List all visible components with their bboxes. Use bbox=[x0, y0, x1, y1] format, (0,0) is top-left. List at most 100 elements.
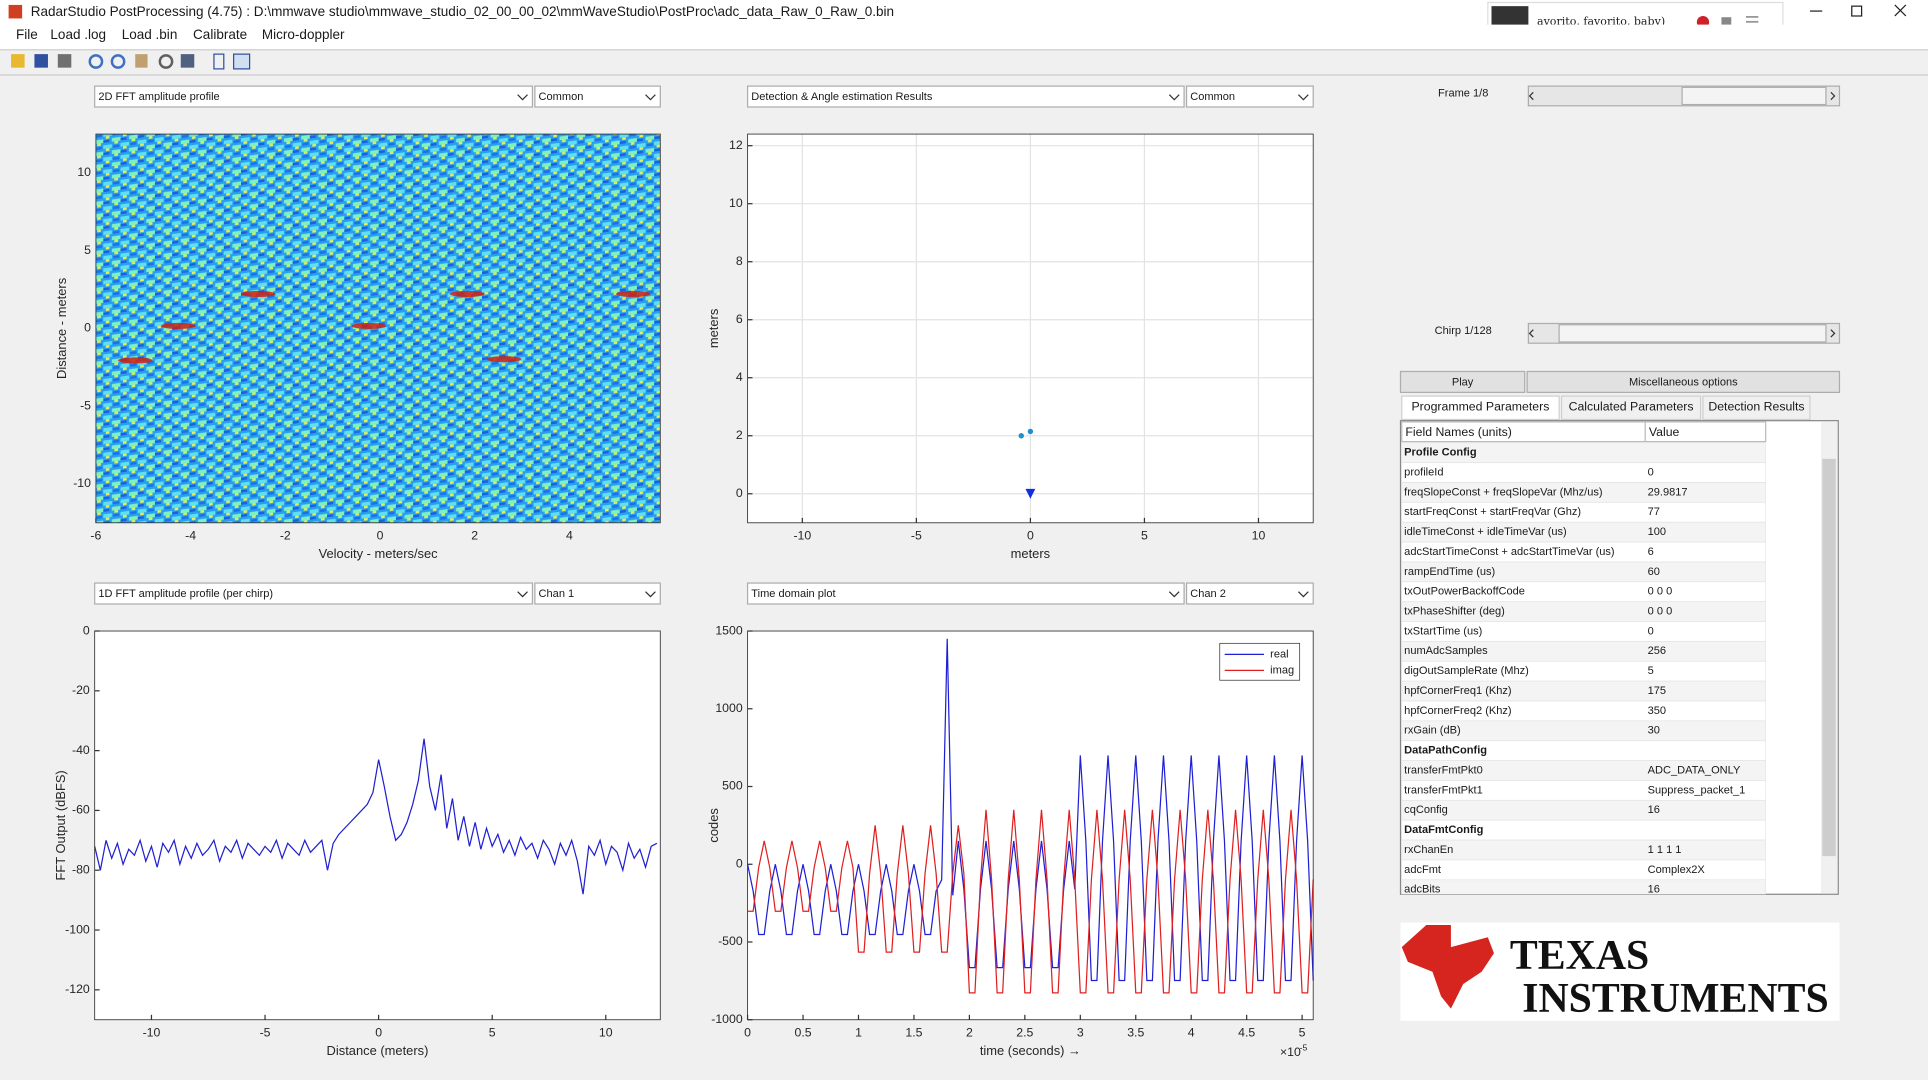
heatmap-hotspot bbox=[351, 322, 387, 330]
table-row bbox=[1401, 800, 1767, 821]
y-axis-label: meters bbox=[706, 309, 721, 348]
y-tick-label: -10 bbox=[73, 476, 91, 490]
field-name: rampEndTime (us) bbox=[1404, 566, 1495, 578]
x-tick-label: -10 bbox=[143, 1026, 161, 1040]
x-tick-label: -10 bbox=[793, 529, 811, 543]
y-tick-label: -100 bbox=[65, 922, 90, 936]
dropdown-arrow bbox=[1168, 94, 1180, 101]
menu[interactable]: File Load .log Load .bin Calibrate Micro-dop… bbox=[16, 27, 345, 42]
x-tick-label: 3 bbox=[1077, 1026, 1084, 1040]
field-name: digOutSampleRate (Mhz) bbox=[1404, 665, 1529, 677]
table-row bbox=[1401, 839, 1767, 861]
field-name: adcBits bbox=[1404, 884, 1441, 896]
y-tick-label: -60 bbox=[72, 803, 90, 817]
legend-label: real bbox=[1270, 648, 1288, 660]
data-line bbox=[94, 738, 658, 895]
tab[interactable] bbox=[1401, 395, 1560, 421]
misc-button[interactable] bbox=[1526, 370, 1841, 394]
parameter-table: Field Names (units) Value Profile Config pr… bbox=[1401, 421, 1767, 920]
dropdown-arrow bbox=[645, 94, 656, 101]
dropdown-value: Detection & Angle estimation Results bbox=[751, 91, 933, 103]
slider-arrow bbox=[1528, 329, 1534, 338]
plot-area bbox=[747, 631, 1314, 1020]
menu-item[interactable]: Micro-doppler bbox=[262, 27, 345, 42]
y-tick-label: -40 bbox=[72, 743, 90, 757]
y-axis-label: Distance - meters bbox=[54, 278, 69, 379]
field-value: 77 bbox=[1648, 506, 1660, 518]
table-row bbox=[1402, 900, 1766, 920]
x-tick-label: -4 bbox=[185, 529, 196, 543]
menu-item[interactable]: File bbox=[16, 27, 38, 42]
section-header: DataFmtConfig bbox=[1404, 824, 1483, 836]
field-value: 16 bbox=[1648, 804, 1660, 816]
menu-item[interactable]: Load .bin bbox=[122, 27, 178, 42]
table-header bbox=[1401, 421, 1767, 443]
dropdown-arrow bbox=[517, 591, 528, 598]
dropdown-value: Chan 2 bbox=[1190, 588, 1226, 600]
slider-thumb[interactable] bbox=[1558, 324, 1827, 343]
x-tick-label: 5 bbox=[1299, 1026, 1306, 1040]
dropdown-arrow bbox=[1298, 94, 1309, 101]
dropdown[interactable] bbox=[94, 85, 534, 108]
field-name: idleTimeConst + idleTimeVar (us) bbox=[1404, 526, 1567, 538]
field-name: freqSlopeConst + freqSlopeVar (Mhz/us) bbox=[1404, 486, 1602, 498]
detection-point bbox=[1027, 428, 1034, 435]
dropdown[interactable] bbox=[534, 85, 661, 108]
field-name: profileId bbox=[1404, 466, 1443, 478]
toolbar[interactable] bbox=[11, 53, 251, 70]
field-name: transferFmtPkt0 bbox=[1404, 764, 1483, 776]
x-tick-label: 10 bbox=[599, 1026, 613, 1040]
tab-label[interactable]: Calculated Parameters bbox=[1569, 399, 1694, 413]
dropdown-arrow bbox=[1168, 591, 1180, 598]
field-value: 29.9817 bbox=[1648, 486, 1688, 498]
tab[interactable] bbox=[1560, 395, 1702, 421]
menu-item[interactable]: Load .log bbox=[50, 27, 106, 42]
field-value: 1 1 1 1 bbox=[1648, 844, 1682, 856]
x-tick-label: 0 bbox=[377, 529, 384, 543]
dropdown-arrow bbox=[517, 94, 528, 101]
dropdown[interactable] bbox=[534, 582, 661, 605]
menu-item[interactable]: Calibrate bbox=[193, 27, 247, 42]
field-name: txPhaseShifter (deg) bbox=[1404, 606, 1505, 618]
field-value: 5 bbox=[1648, 665, 1654, 677]
misc-button-label[interactable]: Miscellaneous options bbox=[1629, 376, 1738, 388]
scrollbar-thumb[interactable] bbox=[1822, 458, 1836, 857]
tab[interactable] bbox=[1702, 395, 1811, 421]
tab-label[interactable]: Detection Results bbox=[1708, 399, 1804, 413]
slider-label: Chirp 1/128 bbox=[1435, 325, 1492, 337]
x-tick-label: -2 bbox=[280, 529, 291, 543]
field-value: 0 bbox=[1648, 625, 1654, 637]
play-button-label[interactable]: Play bbox=[1452, 376, 1474, 388]
logo-mark bbox=[1401, 925, 1494, 1009]
heatmap-hotspot bbox=[241, 290, 276, 298]
x-axis-label: Distance (meters) bbox=[327, 1043, 429, 1058]
slider-thumb[interactable] bbox=[1681, 86, 1827, 106]
field-name: hpfCornerFreq1 (Khz) bbox=[1404, 685, 1511, 697]
field-name: adcFmt bbox=[1404, 864, 1441, 876]
dropdown[interactable] bbox=[1185, 582, 1314, 605]
dropdown[interactable] bbox=[746, 85, 1185, 108]
play-button[interactable] bbox=[1399, 370, 1526, 394]
y-tick-label: 6 bbox=[736, 312, 743, 326]
y-tick-label: 4 bbox=[736, 370, 743, 384]
x-tick-label: 2 bbox=[471, 529, 478, 543]
dropdown-arrow bbox=[1298, 591, 1309, 598]
slider-arrow bbox=[1830, 329, 1836, 338]
plot-frame bbox=[94, 630, 661, 1021]
dropdown-value: 1D FFT amplitude profile (per chirp) bbox=[98, 588, 273, 600]
x-tick-label: 3.5 bbox=[1127, 1026, 1144, 1040]
tab-label[interactable]: Programmed Parameters bbox=[1412, 399, 1550, 413]
dropdown[interactable] bbox=[1185, 85, 1314, 108]
window-controls[interactable] bbox=[1809, 4, 1907, 17]
field-value: 175 bbox=[1648, 685, 1666, 697]
y-tick-label: 500 bbox=[722, 779, 743, 793]
dropdown[interactable] bbox=[746, 582, 1185, 605]
y-tick-label: -1000 bbox=[711, 1012, 743, 1026]
y-axis-label: FFT Output (dBFS) bbox=[53, 770, 68, 880]
section-header: Chirp Config bbox=[1404, 903, 1471, 915]
field-value: 256 bbox=[1648, 645, 1666, 657]
field-name: cqConfig bbox=[1404, 804, 1448, 816]
dropdown[interactable] bbox=[94, 582, 534, 605]
menu-bar bbox=[0, 24, 1928, 50]
